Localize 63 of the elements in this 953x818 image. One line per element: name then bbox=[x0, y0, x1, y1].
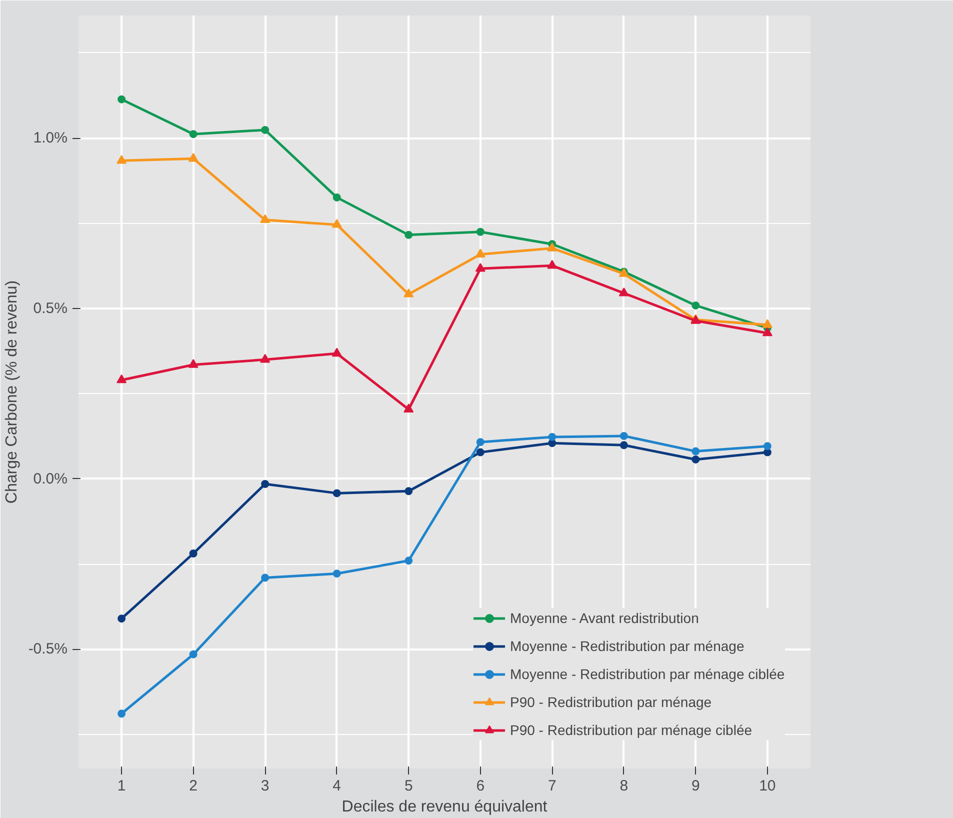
y-tick-label: 0.0% bbox=[33, 470, 68, 488]
point bbox=[261, 126, 270, 134]
legend-label: Moyenne - Redistribution par ménage bbox=[510, 638, 744, 654]
point bbox=[762, 327, 772, 336]
point bbox=[692, 455, 700, 464]
point bbox=[404, 230, 413, 239]
point bbox=[332, 348, 342, 357]
point bbox=[189, 650, 198, 658]
y-tick-label: -0.5% bbox=[28, 640, 68, 658]
point bbox=[261, 574, 270, 582]
point bbox=[188, 152, 198, 162]
point bbox=[189, 130, 198, 138]
legend-label: P90 - Redistribution par ménage ciblée bbox=[510, 722, 752, 738]
point bbox=[404, 404, 414, 412]
point bbox=[261, 480, 270, 488]
point bbox=[404, 556, 413, 565]
legend-label: P90 - Redistribution par ménage bbox=[510, 694, 712, 710]
x-tick-label: 8 bbox=[620, 778, 628, 794]
point bbox=[404, 487, 413, 496]
point bbox=[188, 359, 198, 368]
point bbox=[189, 550, 198, 558]
point bbox=[332, 570, 341, 578]
point bbox=[332, 489, 341, 498]
point bbox=[763, 442, 772, 450]
point bbox=[620, 432, 628, 440]
point bbox=[476, 448, 484, 456]
point bbox=[692, 447, 700, 456]
point bbox=[618, 287, 629, 296]
point bbox=[692, 301, 700, 310]
x-axis-title: Deciles de revenu équivalent bbox=[342, 798, 548, 816]
point bbox=[762, 319, 772, 328]
x-tick-label: 4 bbox=[332, 778, 342, 794]
point bbox=[475, 248, 486, 258]
point bbox=[404, 288, 414, 298]
x-tick-label: 9 bbox=[692, 778, 700, 794]
legend-label: Moyenne - Redistribution par ménage ciblée bbox=[510, 666, 785, 682]
x-tick-label: 1 bbox=[117, 778, 126, 794]
point bbox=[332, 193, 341, 202]
point bbox=[476, 438, 484, 446]
point bbox=[476, 228, 484, 236]
point bbox=[260, 354, 270, 363]
point bbox=[260, 214, 270, 224]
point bbox=[116, 154, 127, 164]
x-tick-label: 2 bbox=[189, 778, 198, 794]
point bbox=[547, 242, 558, 252]
x-tick-label: 7 bbox=[548, 778, 556, 794]
y-axis-title: Charge Carbone (% de revenu) bbox=[3, 280, 20, 504]
point bbox=[116, 374, 127, 384]
point bbox=[620, 441, 628, 450]
point bbox=[475, 262, 486, 272]
point bbox=[118, 614, 126, 623]
x-tick-label: 5 bbox=[404, 778, 413, 794]
y-tick-label: 1.0% bbox=[33, 130, 68, 147]
legend-label: Moyenne - Avant redistribution bbox=[510, 610, 699, 626]
point bbox=[548, 432, 556, 441]
x-tick-label: 10 bbox=[759, 778, 776, 794]
y-tick-label: 0.5% bbox=[33, 300, 68, 318]
point bbox=[332, 219, 342, 228]
x-tick-label: 3 bbox=[260, 778, 270, 794]
x-tick-label: 6 bbox=[476, 778, 485, 794]
point bbox=[547, 260, 558, 269]
point bbox=[118, 710, 126, 718]
point bbox=[118, 95, 126, 104]
